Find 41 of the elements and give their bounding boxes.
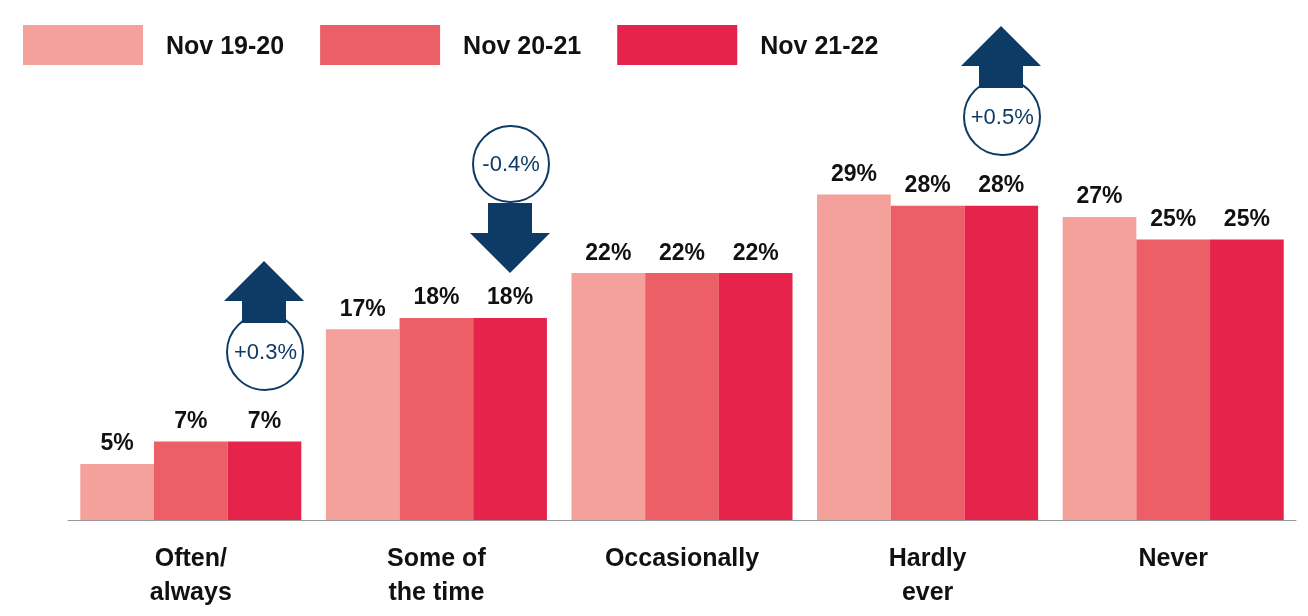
data-label: 18%	[487, 283, 534, 310]
data-label: 18%	[413, 283, 460, 310]
data-label: 22%	[585, 238, 632, 265]
data-label: 25%	[1150, 204, 1197, 231]
data-label: 25%	[1223, 204, 1270, 231]
bar	[399, 317, 474, 520]
bar	[1210, 239, 1284, 520]
bar	[890, 205, 965, 520]
data-label: 28%	[978, 171, 1025, 198]
x-tick-label: Some of the time	[387, 543, 487, 605]
data-label: 22%	[658, 238, 706, 265]
bar	[1062, 216, 1137, 520]
bar	[645, 273, 719, 520]
data-label: 29%	[830, 159, 877, 186]
text: +0.5%	[963, 77, 1042, 156]
data-label: 28%	[904, 171, 951, 198]
bar	[571, 273, 646, 520]
x-tick-label: Hardly ever	[888, 543, 967, 605]
data-label: 22%	[732, 238, 779, 265]
legend-label: Nov 20-21	[463, 31, 582, 59]
text: -0.4%	[472, 124, 551, 203]
bar	[1136, 239, 1211, 520]
bar	[817, 194, 891, 520]
data-label: 7%	[247, 406, 282, 433]
bar	[718, 273, 793, 520]
data-label: 17%	[339, 294, 386, 321]
x-tick-label: Never	[1138, 543, 1209, 571]
legend-label: Nov 21-22	[760, 31, 879, 59]
bar	[964, 205, 1039, 520]
data-label: 7%	[174, 406, 208, 433]
data-label: 5%	[100, 429, 134, 456]
bar	[153, 441, 228, 520]
x-tick-label: Often/ always	[149, 543, 232, 605]
bar	[473, 317, 547, 520]
bar	[227, 441, 302, 520]
legend-label: Nov 19-20	[166, 31, 285, 59]
bar	[325, 329, 400, 520]
x-tick-label: Occasionally	[604, 543, 760, 571]
annotation: +0.3%	[226, 313, 305, 392]
bar	[80, 463, 154, 520]
data-label: 27%	[1076, 182, 1123, 209]
